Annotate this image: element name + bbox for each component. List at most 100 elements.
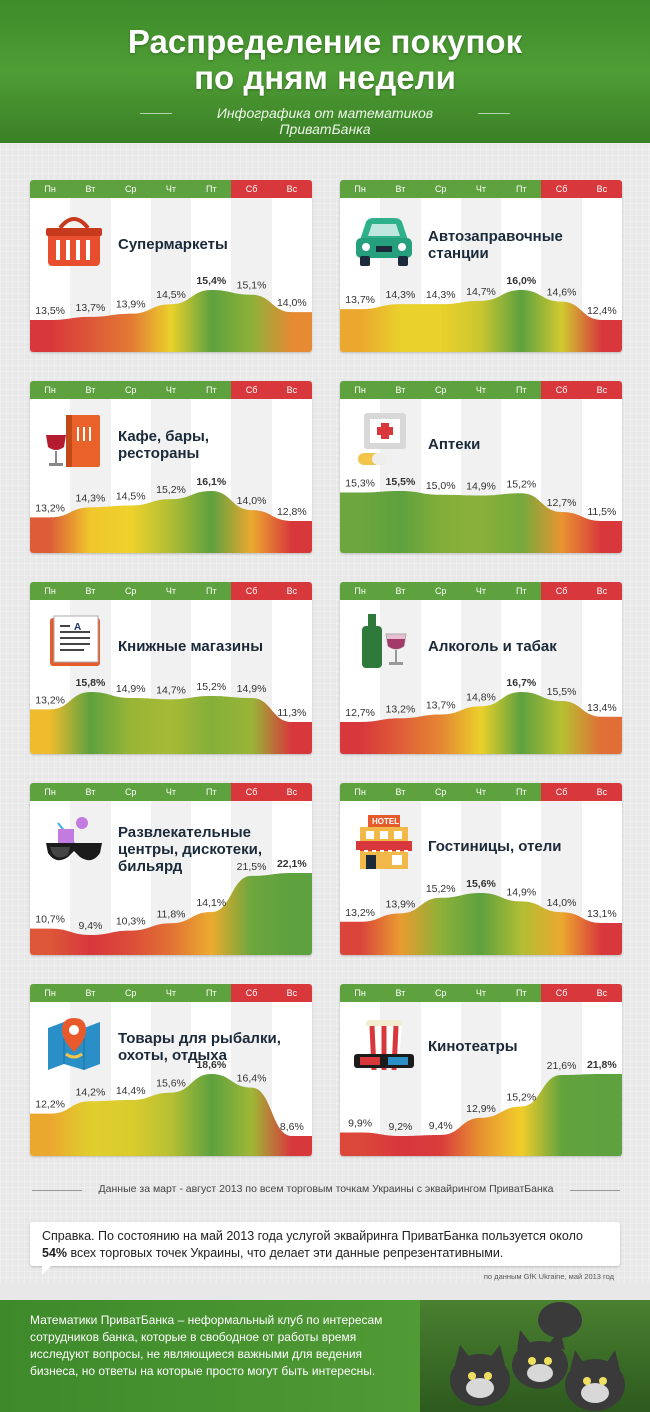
divider (140, 113, 172, 114)
title-line-1: Распределение покупок (127, 23, 523, 60)
tick-label: Сб (231, 582, 272, 600)
data-label: 13,7% (76, 302, 106, 314)
day-header: Пн Вт Ср Чт Пт Сб Вс (30, 582, 312, 600)
tick-label: Пт (191, 783, 232, 801)
tick-label: Пн (340, 984, 381, 1002)
area-chart: 9,9% 9,2% 9,4% 12,9% 15,2% 21,6% 21,8% (340, 1059, 622, 1156)
data-label: 14,9% (466, 481, 496, 493)
car-icon (354, 210, 414, 270)
data-label: 12,7% (547, 497, 577, 509)
tick-label: Вт (380, 180, 421, 198)
chart-title: Товары для рыбалки, охоты, отдыха (118, 1030, 281, 1064)
tick-label: Вт (70, 582, 111, 600)
data-label: 13,9% (386, 898, 416, 910)
data-label: 14,1% (196, 897, 226, 909)
party-glasses-icon (44, 813, 104, 873)
tick-label: Вс (271, 180, 312, 198)
day-header: Пн Вт Ср Чт Пт Сб Вс (340, 180, 622, 198)
data-label: 14,5% (156, 289, 186, 301)
tick-label: Пт (501, 783, 542, 801)
title-line-2: по дням недели (194, 59, 456, 96)
tick-label: Вт (380, 783, 421, 801)
note-highlight: 54% (42, 1246, 68, 1260)
chart-card: Пн Вт Ср Чт Пт Сб Вс Автозаправочные станции 13,7… (340, 180, 622, 352)
area-chart: 10,7% 9,4% 10,3% 11,8% 14,1% 21,5% 22,1% (30, 858, 312, 955)
area-chart: 13,2% 15,8% 14,9% 14,7% 15,2% 14,9% 11,3% (30, 677, 312, 754)
chart-card: Пн Вт Ср Чт Пт Сб Вс Развлекательные центры, дис… (30, 783, 312, 955)
tick-label: Чт (460, 783, 502, 801)
header: Распределение покупок по дням недели Инф… (0, 0, 650, 143)
day-header: Пн Вт Ср Чт Пт Сб Вс (30, 984, 312, 1002)
data-label: 9,4% (429, 1120, 453, 1132)
area-chart: 15,3% 15,5% 15,0% 14,9% 15,2% 12,7% 11,5% (340, 476, 622, 553)
svg-text:A: A (74, 622, 81, 633)
data-label: 11,3% (277, 707, 306, 719)
data-label: 13,7% (345, 294, 375, 306)
tick-label: Чт (460, 180, 502, 198)
day-stripe (70, 801, 111, 955)
chart-title: Кафе, бары, рестораны (118, 428, 210, 462)
tick-label: Вт (70, 180, 111, 198)
shopping-basket-icon (44, 210, 104, 270)
tick-label: Пн (30, 783, 71, 801)
divider (478, 113, 510, 114)
data-label: 13,9% (116, 299, 146, 311)
tick-label: Чт (150, 381, 192, 399)
about-banner: Математики ПриватБанка – неформальный кл… (0, 1300, 650, 1412)
day-header: Пн Вт Ср Чт Пт Сб Вс (30, 381, 312, 399)
tick-label: Чт (150, 984, 192, 1002)
chart-title: Книжные магазины (118, 638, 264, 655)
data-label: 13,4% (587, 702, 617, 714)
data-label: 14,4% (116, 1085, 146, 1097)
chart-title: Алкоголь и табак (428, 638, 557, 655)
data-label: 13,5% (35, 305, 65, 317)
tick-label: Ср (420, 984, 461, 1002)
data-label: 13,2% (35, 502, 65, 514)
tick-label: Сб (231, 381, 272, 399)
data-label: 14,6% (547, 287, 577, 299)
tick-label: Пн (30, 582, 71, 600)
chart-card: Пн Вт Ср Чт Пт Сб Вс HOTEL Гостиницы, отели 13,2%… (340, 783, 622, 955)
chart-title: Развлекательные центры, дискотеки, бильярд (118, 824, 263, 875)
data-label: 16,0% (506, 275, 536, 287)
data-label: 18,6% (196, 1059, 226, 1071)
data-label: 14,7% (466, 286, 496, 298)
tick-label: Пт (501, 984, 542, 1002)
data-label: 14,0% (277, 297, 307, 309)
data-label: 12,4% (587, 305, 617, 317)
data-label: 15,2% (426, 883, 456, 895)
chart-card: Пн Вт Ср Чт Пт Сб Вс Алкоголь и табак 12,7% 13,2%… (340, 582, 622, 754)
tick-label: Ср (420, 180, 461, 198)
chart-card: Пн Вт Ср Чт Пт Сб Вс Аптеки 15,3% 15,5% 15,0% 14,9%… (340, 381, 622, 553)
footnote-row: Данные за март - август 2013 по всем тор… (32, 1182, 620, 1198)
series-area (30, 1074, 312, 1156)
data-label: 14,5% (116, 491, 146, 503)
svg-text:HOTEL: HOTEL (372, 817, 399, 826)
area-chart: 12,7% 13,2% 13,7% 14,8% 16,7% 15,5% 13,4% (340, 677, 622, 754)
tick-label: Вс (581, 180, 622, 198)
chart-title: Супермаркеты (118, 236, 228, 253)
data-label: 15,1% (237, 280, 267, 292)
tick-label: Сб (541, 783, 582, 801)
data-label: 12,8% (277, 506, 307, 518)
tick-label: Пн (340, 582, 381, 600)
day-header: Пн Вт Ср Чт Пт Сб Вс (340, 984, 622, 1002)
series-area (30, 873, 312, 955)
wine-bottle-icon (354, 612, 414, 672)
tick-label: Вс (581, 381, 622, 399)
data-label: 13,2% (386, 703, 416, 715)
data-label: 15,2% (196, 681, 226, 693)
tick-label: Вс (271, 783, 312, 801)
tick-label: Ср (110, 783, 151, 801)
note-tail (42, 1265, 52, 1275)
chart-card: Пн Вт Ср Чт Пт Сб Вс Кафе, бары, рестораны 13,2% 1… (30, 381, 312, 553)
data-label: 15,2% (156, 484, 186, 496)
data-label: 15,4% (196, 275, 226, 287)
page-title: Распределение покупок по дням недели (0, 24, 650, 96)
data-label: 11,8% (157, 908, 186, 920)
area-chart: 13,2% 13,9% 15,2% 15,6% 14,9% 14,0% 13,1% (340, 878, 622, 955)
series-area (30, 491, 312, 553)
tick-label: Пт (191, 984, 232, 1002)
data-label: 14,3% (386, 289, 416, 301)
tick-label: Чт (150, 783, 192, 801)
